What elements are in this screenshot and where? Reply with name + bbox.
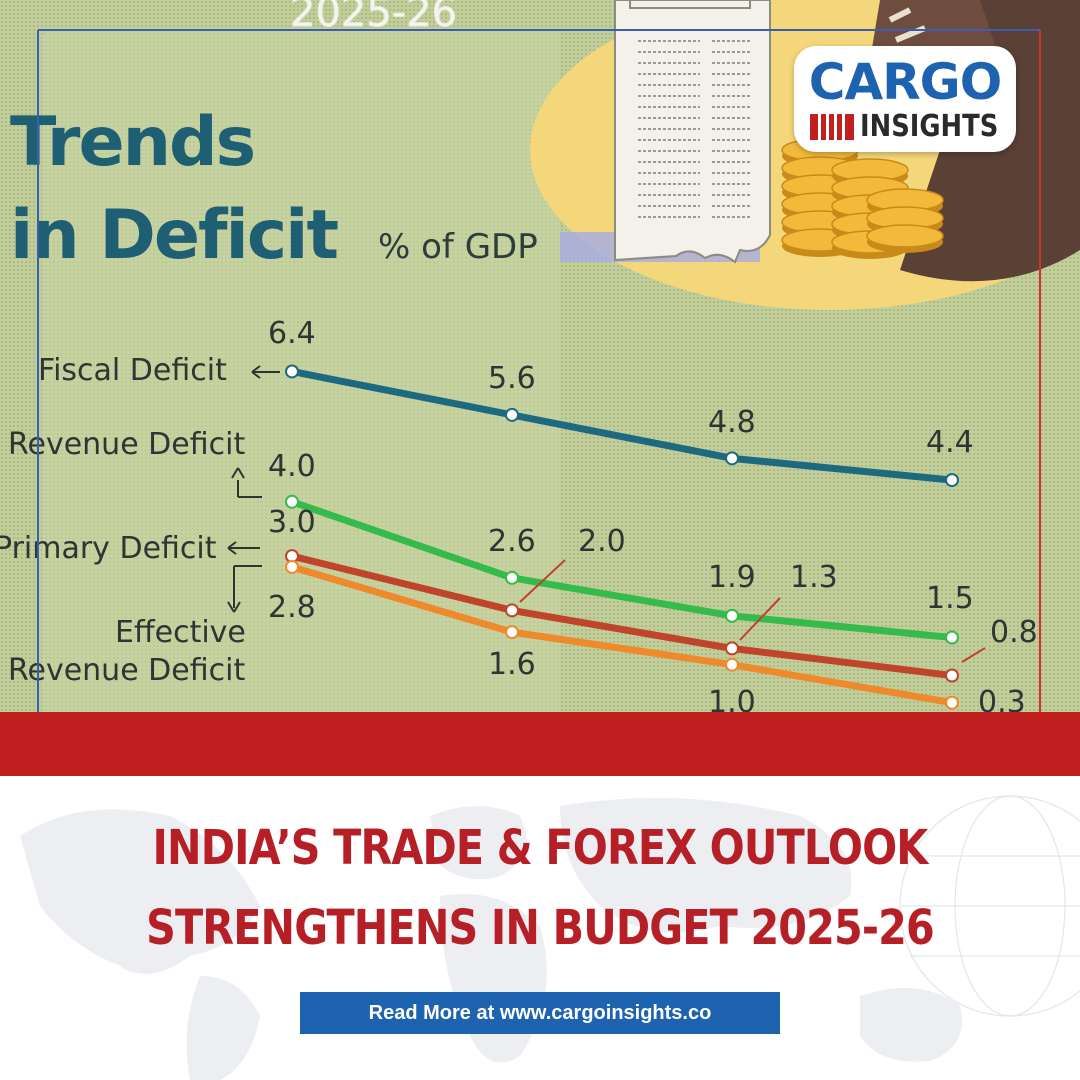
chart-title-line1: Trends	[10, 103, 254, 182]
value-label: 0.8	[990, 615, 1038, 650]
value-label: 0.3	[978, 685, 1026, 712]
series-revenue-deficit: 4.0 2.6 1.9 1.5	[268, 449, 974, 645]
receipt	[614, 0, 771, 264]
leader-line	[739, 597, 781, 641]
logo-bars-icon	[810, 114, 854, 140]
data-point	[945, 668, 959, 683]
receipt-lines	[638, 29, 752, 218]
unit-label: % of GDP	[378, 227, 538, 267]
data-point	[505, 603, 519, 618]
data-point	[725, 608, 739, 623]
data-point	[725, 641, 739, 656]
plot-area: 6.4 5.6 4.8 4.4 4.0 2.6 1.9 1.5 3.0 2.0 1.3 0.8 2.8 1…	[268, 316, 1038, 712]
value-label: 1.3	[790, 560, 838, 595]
series-effective-revenue-deficit: 2.8 1.6 1.0 0.3	[268, 559, 1026, 712]
data-point	[725, 657, 739, 672]
data-point	[285, 494, 299, 509]
value-label: 4.4	[926, 425, 974, 460]
value-label: 1.6	[488, 647, 536, 682]
value-label: 5.6	[488, 361, 536, 396]
label-connector	[231, 467, 262, 498]
data-point	[285, 559, 299, 574]
value-label: 2.6	[488, 524, 536, 559]
data-point	[725, 451, 739, 466]
value-label: 6.4	[268, 316, 316, 351]
value-label: 4.0	[268, 449, 316, 484]
series-name-label: Effective	[115, 615, 246, 650]
series-line	[288, 552, 956, 680]
headline-panel: INDIA’S TRADE & FOREX OUTLOOK STRENGTHEN…	[0, 776, 1080, 1080]
read-more-button[interactable]: Read More at www.cargoinsights.co	[300, 992, 780, 1034]
leader-line	[961, 647, 986, 663]
data-point	[285, 364, 299, 379]
series-line	[288, 498, 956, 642]
cargo-insights-logo: CARGO INSIGHTS	[794, 46, 1016, 152]
value-label: 1.0	[708, 685, 756, 712]
label-connector	[227, 565, 262, 613]
data-point	[945, 695, 959, 710]
data-point	[505, 570, 519, 585]
value-label: 1.5	[926, 581, 974, 616]
series-labels: Fiscal Deficit Revenue Deficit Primary Def…	[0, 353, 280, 688]
data-point	[945, 473, 959, 488]
value-label: 3.0	[268, 505, 316, 540]
value-label: 2.0	[578, 524, 626, 559]
data-point	[505, 407, 519, 422]
label-connector	[227, 541, 260, 555]
series-name-label: Primary Deficit	[0, 531, 217, 566]
logo-wordmark-top: CARGO	[808, 53, 1002, 111]
logo-wordmark-bottom: INSIGHTS	[860, 109, 999, 144]
chart-title-line2: in Deficit	[10, 196, 337, 275]
series-fiscal-deficit: 6.4 5.6 4.8 4.4	[268, 316, 974, 488]
value-label: 1.9	[708, 560, 756, 595]
data-point	[505, 625, 519, 640]
chart-panel: 2025-26 Trends in Deficit % of GDP 6.4 5.…	[0, 0, 1080, 712]
value-label: 2.8	[268, 590, 316, 625]
label-connector	[251, 365, 280, 379]
series-line	[288, 367, 956, 484]
value-label: 4.8	[708, 405, 756, 440]
series-primary-deficit: 3.0 2.0 1.3 0.8	[268, 505, 1038, 683]
red-banner-strip	[0, 712, 1080, 776]
series-name-label: Fiscal Deficit	[38, 353, 227, 388]
leader-line	[519, 559, 566, 603]
series-line	[288, 563, 956, 707]
series-name-label: Revenue Deficit	[8, 653, 245, 688]
headline-line2: STRENGTHENS IN BUDGET 2025-26	[146, 900, 935, 956]
data-point	[945, 630, 959, 645]
headline-line1: INDIA’S TRADE & FOREX OUTLOOK	[152, 820, 929, 876]
series-name-label: Revenue Deficit	[8, 427, 245, 462]
